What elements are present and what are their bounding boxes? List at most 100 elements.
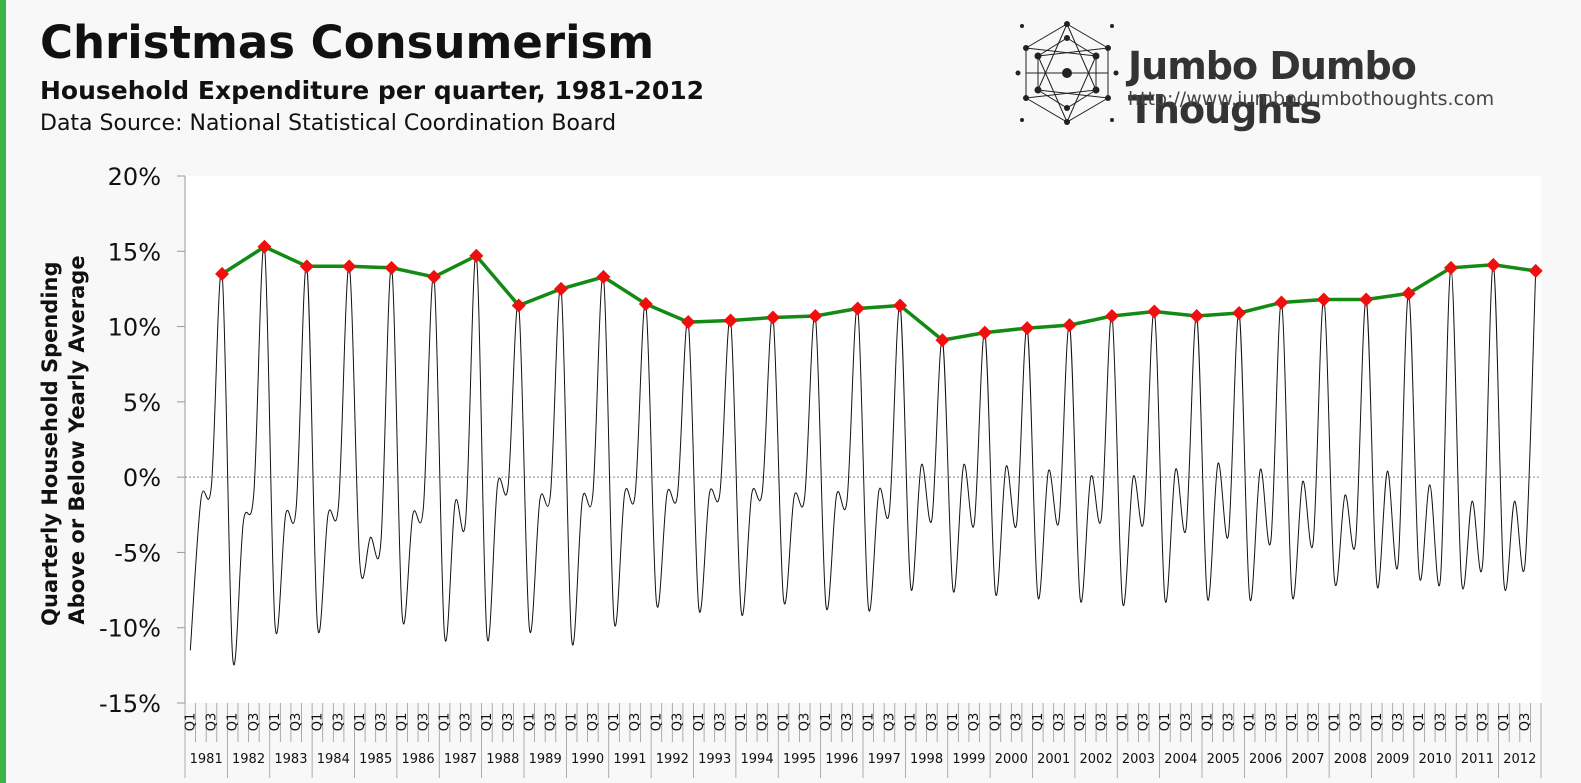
q4-peak-marker bbox=[850, 301, 865, 316]
year-label: 1994 bbox=[741, 752, 774, 767]
q4-peak-marker bbox=[596, 269, 611, 284]
quarter-label: Q3 bbox=[416, 713, 431, 732]
quarter-label: Q3 bbox=[247, 713, 262, 732]
quarter-label: Q1 bbox=[946, 713, 961, 732]
quarter-label: Q3 bbox=[501, 713, 516, 732]
quarter-label: Q3 bbox=[1221, 713, 1236, 732]
q4-peak-marker bbox=[977, 325, 992, 340]
q4-peak-marker bbox=[765, 310, 780, 325]
quarter-label: Q3 bbox=[1010, 713, 1025, 732]
year-label: 1981 bbox=[190, 752, 223, 767]
year-label: 2001 bbox=[1037, 752, 1070, 767]
quarter-label: Q1 bbox=[1285, 713, 1300, 732]
q4-peak-marker bbox=[384, 260, 399, 275]
quarter-label: Q3 bbox=[1264, 713, 1279, 732]
quarter-label: Q1 bbox=[734, 713, 749, 732]
y-tick-label: 15% bbox=[108, 238, 161, 266]
q4-peak-marker bbox=[1274, 295, 1289, 310]
quarter-label: Q3 bbox=[840, 713, 855, 732]
quarter-label: Q3 bbox=[1518, 713, 1533, 732]
data-source: Data Source: National Statistical Coordi… bbox=[40, 111, 617, 136]
quarter-label: Q3 bbox=[374, 713, 389, 732]
quarter-label: Q3 bbox=[1137, 713, 1152, 732]
quarter-label: Q1 bbox=[268, 713, 283, 732]
quarter-label: Q3 bbox=[332, 713, 347, 732]
quarter-label: Q3 bbox=[798, 713, 813, 732]
y-tick-label: -5% bbox=[114, 539, 161, 567]
year-label: 2012 bbox=[1503, 752, 1536, 767]
q4-peak-marker bbox=[1316, 292, 1331, 307]
q4-peak-marker bbox=[1486, 257, 1501, 272]
quarter-label: Q1 bbox=[310, 713, 325, 732]
year-label: 2000 bbox=[995, 752, 1028, 767]
q4-peak-marker bbox=[554, 281, 569, 296]
year-label: 2007 bbox=[1291, 752, 1324, 767]
quarter-label: Q1 bbox=[904, 713, 919, 732]
quarter-label: Q3 bbox=[289, 713, 304, 732]
q4-peak-marker bbox=[1147, 304, 1162, 319]
quarter-label: Q1 bbox=[1370, 713, 1385, 732]
quarter-label: Q1 bbox=[1073, 713, 1088, 732]
year-label: 1982 bbox=[232, 752, 265, 767]
quarter-label: Q1 bbox=[777, 713, 792, 732]
q4-peak-marker bbox=[1104, 309, 1119, 324]
quarter-label: Q3 bbox=[713, 713, 728, 732]
q4-peak-marker bbox=[723, 313, 738, 328]
quarter-label: Q1 bbox=[226, 713, 241, 732]
accent-left-bar bbox=[0, 0, 6, 783]
q4-peak-line bbox=[221, 244, 1536, 342]
year-label: 2002 bbox=[1080, 752, 1113, 767]
q4-peak-marker bbox=[1189, 309, 1204, 324]
quarter-label: Q1 bbox=[1497, 713, 1512, 732]
quarter-label: Q3 bbox=[204, 713, 219, 732]
quarter-label: Q3 bbox=[628, 713, 643, 732]
quarter-label: Q1 bbox=[692, 713, 707, 732]
quarter-label: Q3 bbox=[1306, 713, 1321, 732]
year-label: 1985 bbox=[359, 752, 392, 767]
y-tick-label: 5% bbox=[123, 389, 161, 417]
quarter-label: Q3 bbox=[459, 713, 474, 732]
quarter-label: Q3 bbox=[755, 713, 770, 732]
quarter-label: Q1 bbox=[607, 713, 622, 732]
quarter-label: Q1 bbox=[1200, 713, 1215, 732]
year-label: 1990 bbox=[571, 752, 604, 767]
quarter-label: Q1 bbox=[1116, 713, 1131, 732]
q4-peak-marker bbox=[808, 309, 823, 324]
quarter-label: Q3 bbox=[1391, 713, 1406, 732]
quarterly-series-line bbox=[189, 244, 1537, 666]
year-label: 2004 bbox=[1164, 752, 1197, 767]
year-label: 1989 bbox=[529, 752, 562, 767]
year-label: 1999 bbox=[952, 752, 985, 767]
year-label: 1984 bbox=[317, 752, 350, 767]
y-tick-label: -15% bbox=[99, 690, 161, 718]
x-axis: Q1 Q3 Q1 Q3 Q1 Q3 Q1 Q3 Q1 Q3 Q1 Q3 Q1 Q3 Q1 Q3 Q1 Q3 Q1 Q3… bbox=[183, 703, 1542, 778]
year-label: 2006 bbox=[1249, 752, 1282, 767]
quarter-label: Q1 bbox=[395, 713, 410, 732]
q4-peak-marker bbox=[1062, 318, 1077, 333]
q4-peak-marker bbox=[893, 298, 908, 313]
year-label: 1991 bbox=[613, 752, 646, 767]
quarter-label: Q1 bbox=[565, 713, 580, 732]
q4-peak-marker bbox=[935, 333, 950, 348]
q4-peak-marker bbox=[469, 248, 484, 263]
y-axis: -15% -10% -5% 0% 5% 10% 15% 20% bbox=[99, 163, 186, 718]
q4-peak-marker bbox=[299, 259, 314, 274]
y-tick-label: 10% bbox=[108, 314, 161, 342]
page-title: Christmas Consumerism bbox=[40, 16, 655, 69]
quarter-label: Q1 bbox=[522, 713, 537, 732]
quarter-label: Q1 bbox=[1412, 713, 1427, 732]
quarter-label: Q1 bbox=[1158, 713, 1173, 732]
quarter-label: Q3 bbox=[1433, 713, 1448, 732]
q4-peak-marker bbox=[215, 266, 230, 281]
q4-peak-marker bbox=[1359, 292, 1374, 307]
year-label: 2005 bbox=[1207, 752, 1240, 767]
year-label: 1993 bbox=[698, 752, 731, 767]
quarter-label: Q1 bbox=[480, 713, 495, 732]
q4-peak-marker bbox=[511, 298, 526, 313]
quarter-label: Q1 bbox=[819, 713, 834, 732]
quarter-label: Q3 bbox=[543, 713, 558, 732]
q4-peak-marker bbox=[257, 239, 272, 254]
q4-peak-marker bbox=[1443, 260, 1458, 275]
y-tick-label: -10% bbox=[99, 615, 161, 643]
